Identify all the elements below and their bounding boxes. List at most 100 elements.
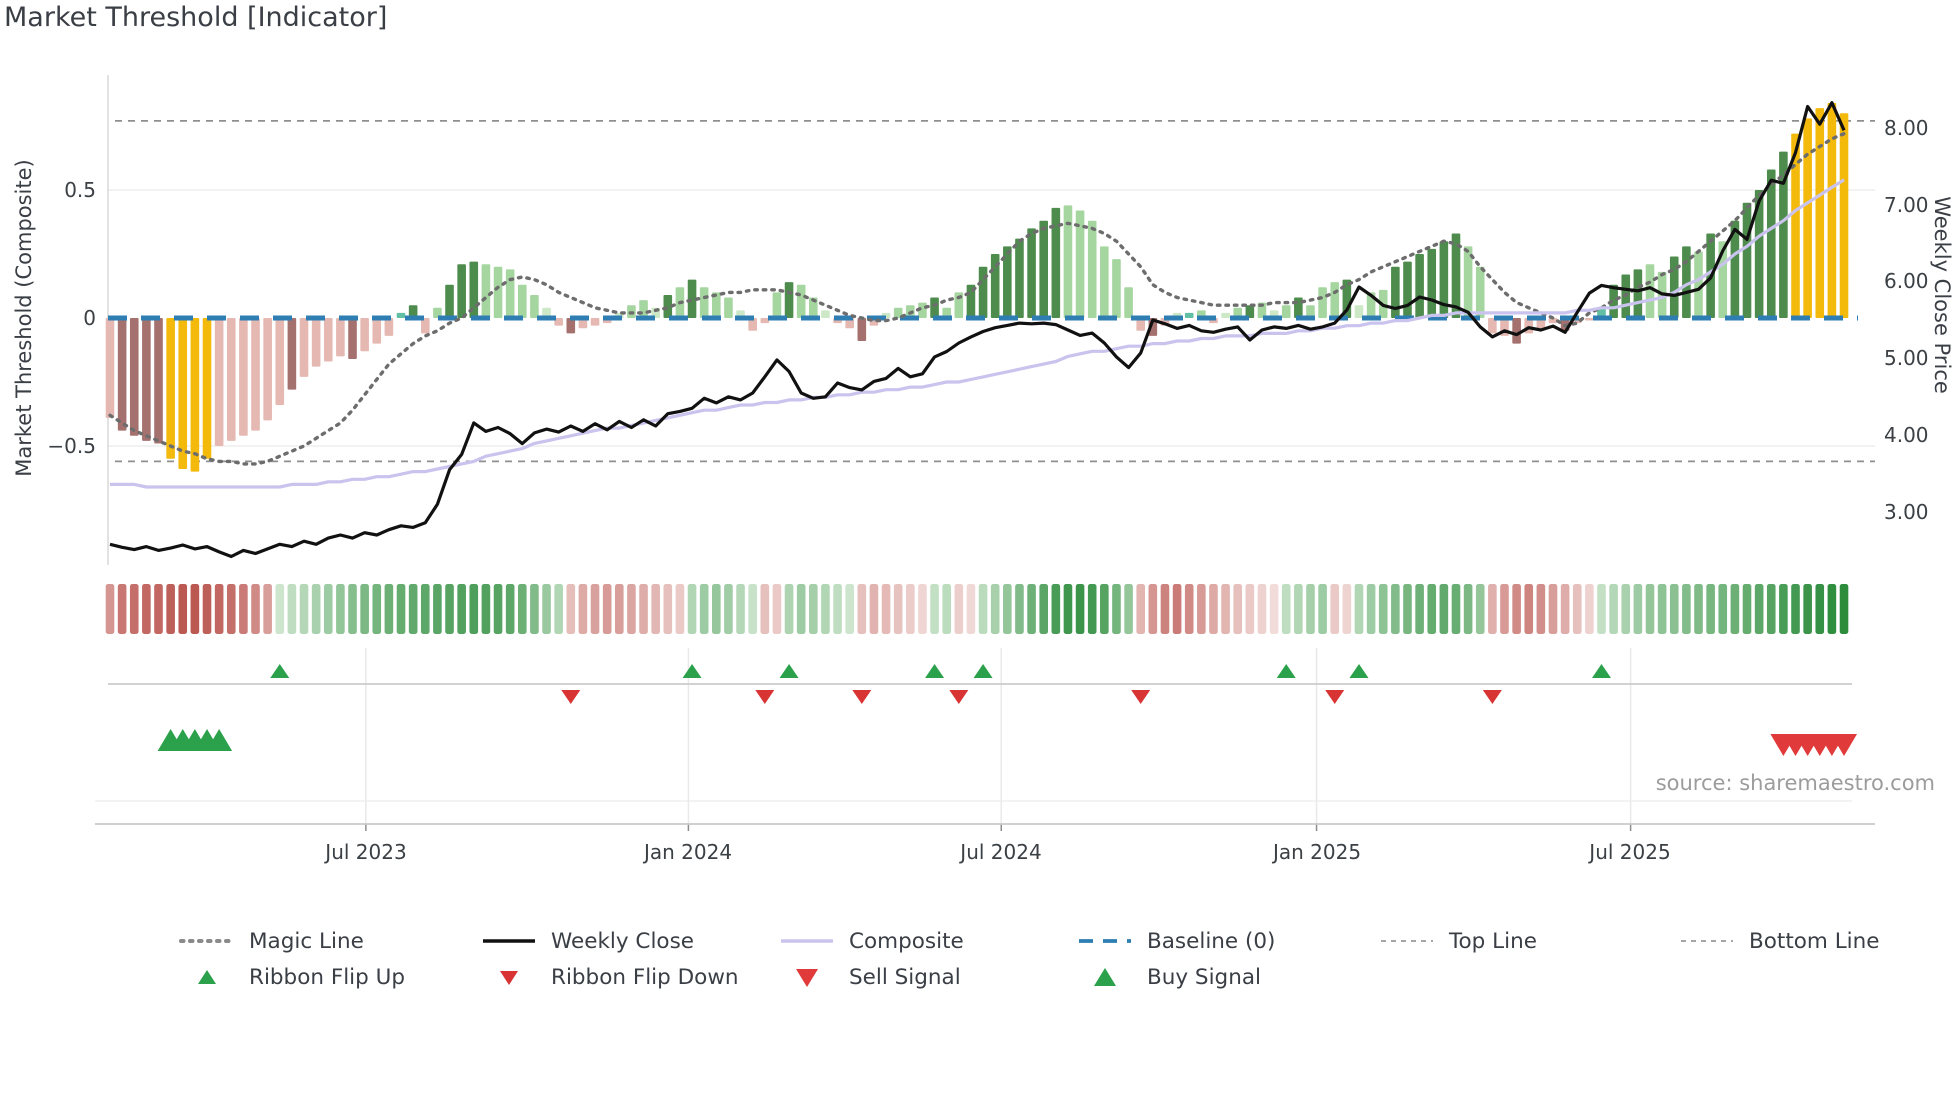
indicator-bar (1730, 220, 1740, 318)
indicator-bar (457, 264, 466, 318)
legend-item-top-line: Top Line (1378, 928, 1537, 954)
indicator-bar (311, 318, 321, 367)
ribbon-cell (1669, 584, 1679, 634)
indicator-bar (954, 292, 964, 318)
ribbon-cell (1257, 584, 1267, 634)
y-left-tick: 0.5 (64, 178, 96, 202)
ribbon-cell (712, 584, 721, 634)
indicator-bar (809, 297, 818, 318)
indicator-bar (1281, 305, 1291, 318)
indicator-bar (772, 292, 782, 318)
ribbon-cell (857, 584, 867, 634)
ribbon-cell (1306, 584, 1315, 634)
indicator-bar (214, 318, 224, 446)
indicator-bar (1306, 305, 1315, 318)
ribbon-cell (1087, 584, 1097, 634)
ribbon-cell (724, 584, 733, 634)
ribbon-cell (821, 584, 830, 634)
indicator-bar (724, 297, 733, 318)
ribbon-cell (784, 584, 794, 634)
ribbon-flip-down-marker (1131, 690, 1151, 704)
ribbon-cell (178, 584, 188, 634)
ribbon-cell (1524, 584, 1534, 634)
indicator-bar (796, 284, 806, 318)
ribbon-cell (1075, 584, 1085, 634)
legend-label: Ribbon Flip Up (249, 964, 406, 990)
indicator-bar (1451, 233, 1461, 318)
ribbon-cell (942, 584, 951, 634)
ribbon-cell (396, 584, 406, 634)
ribbon-cell (408, 584, 418, 634)
ribbon-cell (578, 584, 588, 634)
indicator-bar (857, 318, 867, 342)
indicator-bar (930, 297, 939, 318)
indicator-bar (1633, 269, 1643, 318)
ribbon-cell (1791, 584, 1800, 634)
indicator-bar (1609, 284, 1618, 318)
indicator-bar (433, 307, 442, 318)
indicator-bar (323, 318, 333, 362)
indicator-bar (821, 310, 830, 318)
ribbon-flip-down-marker (561, 690, 581, 704)
legend-item-composite: Composite (778, 928, 964, 954)
y-left-tick: 0 (83, 306, 96, 330)
indicator-bar (1245, 305, 1255, 318)
x-tick: Jul 2023 (325, 840, 407, 864)
ribbon-cell (833, 584, 842, 634)
indicator-bar (178, 318, 188, 470)
indicator-bar (1803, 118, 1812, 318)
ribbon-cell (954, 584, 964, 634)
ribbon-cell (202, 584, 212, 634)
ribbon-cell (372, 584, 382, 634)
ribbon-cell (614, 584, 624, 634)
ribbon-cell (627, 584, 636, 634)
ribbon-cell (469, 584, 479, 634)
indicator-bar (372, 318, 382, 344)
ribbon-strip-layer (105, 584, 1849, 634)
indicator-bar (687, 279, 697, 318)
ribbon-flip-up-marker (1276, 664, 1296, 678)
indicator-bar (1536, 318, 1546, 329)
ribbon-cell (129, 584, 139, 634)
indicator-bar (1354, 305, 1364, 318)
indicator-bar (784, 282, 794, 318)
indicator-bar (1075, 210, 1085, 318)
ribbon-cell (1718, 584, 1728, 634)
ribbon-cell (542, 584, 551, 634)
indicator-bar (1027, 228, 1036, 318)
legend-label: Ribbon Flip Down (551, 964, 739, 990)
indicator-bar (1221, 312, 1230, 318)
indicator-bar (893, 307, 903, 318)
ribbon-flip-down-marker (1325, 690, 1345, 704)
ribbon-cell (1694, 584, 1703, 634)
y-right-tick: 6.00 (1884, 269, 1929, 293)
magic-line-swatch-icon (179, 939, 235, 943)
indicator-bar (1694, 251, 1703, 318)
indicator-bar (1597, 307, 1606, 318)
x-tick: Jul 2024 (960, 840, 1042, 864)
ribbon-cell (1451, 584, 1461, 634)
indicator-bar (226, 318, 236, 441)
ribbon-cell (1063, 584, 1073, 634)
ribbon-cell (1500, 584, 1509, 634)
ribbon-cell (796, 584, 806, 634)
indicator-bar (566, 318, 576, 334)
legend-item-weekly-close: Weekly Close (480, 928, 694, 954)
indicator-bar (1645, 264, 1655, 318)
indicator-bar (1585, 318, 1594, 321)
legend-item-ribbon-flip-down: Ribbon Flip Down (480, 964, 739, 990)
ribbon-cell (348, 584, 357, 634)
indicator-bar (845, 318, 854, 329)
indicator-bar (1754, 190, 1764, 318)
ribbon-cell (845, 584, 854, 634)
indicator-bar (1827, 102, 1837, 319)
indicator-bar (542, 307, 551, 318)
ribbon-cell (1027, 584, 1036, 634)
indicator-bar (1791, 133, 1800, 318)
indicator-bar (1488, 318, 1497, 334)
ribbon-cell (323, 584, 333, 634)
ribbon-cell (1815, 584, 1825, 634)
x-tick: Jan 2024 (643, 840, 733, 864)
triangle-up-icon (198, 970, 216, 984)
indicator-bar (275, 318, 285, 406)
